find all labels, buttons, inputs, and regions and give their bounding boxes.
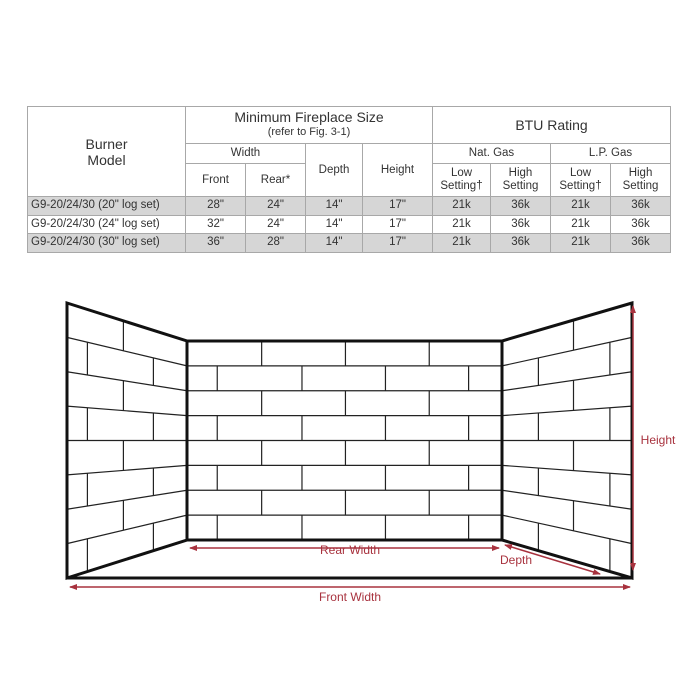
value-cell: 24" [245, 196, 306, 216]
brick-joint [66, 405, 188, 417]
value-cell: 24" [245, 214, 306, 234]
value-cell: 21k [432, 233, 491, 253]
value-cell: 36k [490, 233, 551, 253]
value-cell: 17" [362, 196, 433, 216]
brick-joint [501, 336, 633, 367]
min-fireplace-size-header: Minimum Fireplace Size (refer to Fig. 3-1… [185, 106, 433, 144]
value-cell: 36k [609, 233, 672, 253]
brick-joint [66, 371, 188, 392]
nat-low-header: Low Setting† [432, 163, 491, 197]
brick-joint [501, 371, 633, 392]
table-row: G9-20/24/30 (30" log set) 36" 28" 14" 17" 21k… [27, 233, 672, 253]
table-row: G9-20/24/30 (24" log set) 32" 24" 14" 17" 21k… [27, 214, 672, 234]
nat-high-header: High Setting [490, 163, 551, 197]
value-cell: 21k [550, 233, 611, 253]
model-cell: G9-20/24/30 (24" log set) [27, 214, 186, 234]
value-cell: 17" [362, 214, 433, 234]
value-cell: 28" [245, 233, 306, 253]
value-cell: 17" [362, 233, 433, 253]
value-cell: 32" [185, 214, 246, 234]
brick-joint [66, 489, 188, 510]
value-cell: 14" [305, 196, 363, 216]
rear-header: Rear* [245, 163, 306, 197]
model-cell: G9-20/24/30 (30" log set) [27, 233, 186, 253]
front-header: Front [185, 163, 246, 197]
front-width-label: Front Width [319, 590, 381, 604]
brick-joint [66, 514, 188, 545]
brick-joint [501, 464, 633, 476]
height-label: Height [641, 433, 676, 447]
left-wall-outline [65, 300, 189, 581]
depth-label: Depth [500, 553, 532, 567]
table-row: G9-20/24/30 (20" log set) 28" 24" 14" 17" 21k… [27, 196, 672, 216]
brick-joint [501, 489, 633, 510]
depth-arrow [504, 544, 601, 575]
value-cell: 21k [550, 214, 611, 234]
value-cell: 14" [305, 233, 363, 253]
brick-joint [66, 464, 188, 476]
brick-joint [501, 514, 633, 545]
value-cell: 36k [609, 214, 672, 234]
brick-joint [66, 336, 188, 367]
rear-width-label: Rear Width [320, 543, 380, 557]
depth-header: Depth [305, 143, 363, 197]
fireplace-size-table: Burner Model Minimum Fireplace Size (refer… [27, 106, 672, 253]
height-header: Height [362, 143, 433, 197]
value-cell: 21k [432, 196, 491, 216]
lp-high-header: High Setting [609, 163, 672, 197]
value-cell: 36k [490, 196, 551, 216]
value-cell: 36k [609, 196, 672, 216]
burner-model-header: Burner Model [27, 106, 186, 197]
model-cell: G9-20/24/30 (20" log set) [27, 196, 186, 216]
value-cell: 21k [550, 196, 611, 216]
value-cell: 28" [185, 196, 246, 216]
brick-joint [501, 405, 633, 417]
lp-low-header: Low Setting† [550, 163, 611, 197]
brick-pattern [66, 320, 633, 572]
